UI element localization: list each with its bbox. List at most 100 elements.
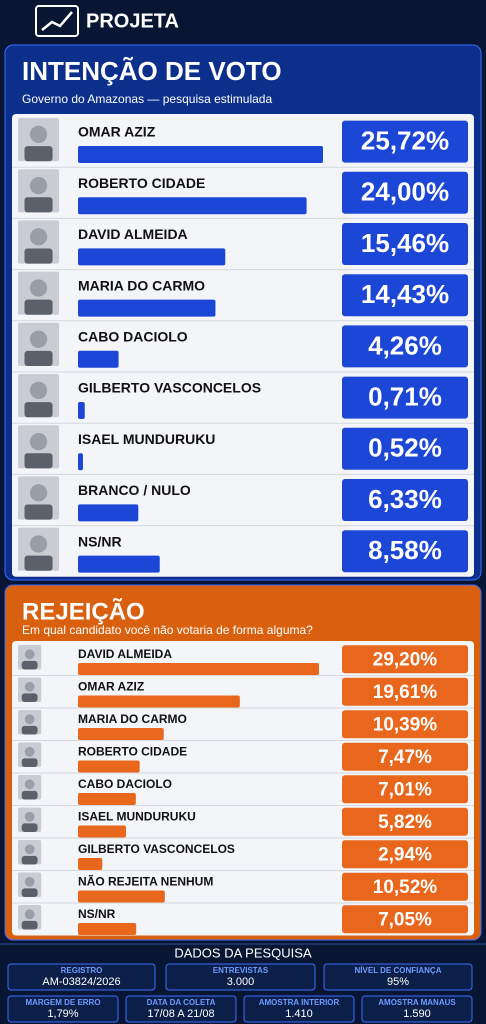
photo-head <box>24 844 35 855</box>
photo-head <box>29 176 48 195</box>
photo-head <box>29 381 48 400</box>
value-label: 6,33% <box>368 484 442 514</box>
bar <box>78 555 160 573</box>
value-box <box>342 479 468 521</box>
value-label: 25,72% <box>361 125 449 155</box>
chart-subtitle: Em qual candidato você não votaria de fo… <box>22 623 313 637</box>
photo-body <box>24 299 53 315</box>
photo-head <box>24 681 35 692</box>
candidate-name: GILBERTO VASCONCELOS <box>78 380 261 396</box>
info-label: ENTREVISTAS <box>213 966 269 975</box>
bar <box>78 825 127 838</box>
candidate-name: NÃO REJEITA NENHUM <box>78 874 213 889</box>
chart-title: REJEIÇÃO <box>22 597 145 625</box>
value-label: 8,58% <box>368 535 442 565</box>
photo-body <box>21 725 38 735</box>
value-box <box>342 840 468 869</box>
value-box <box>342 905 468 934</box>
value-box <box>342 530 468 573</box>
photo-body <box>21 888 38 897</box>
bar <box>78 760 140 773</box>
candidate-name: NS/NR <box>78 533 122 549</box>
bar <box>78 728 164 740</box>
photo-body <box>24 146 53 162</box>
value-label: 7,47% <box>378 747 432 768</box>
photo-head <box>24 811 35 822</box>
value-label: 10,39% <box>373 714 438 735</box>
value-box <box>342 677 468 706</box>
value-box <box>342 872 468 901</box>
photo-head <box>24 909 35 920</box>
bar <box>78 695 240 708</box>
photo-body <box>21 758 38 767</box>
candidate-name: CABO DACIOLO <box>78 777 172 791</box>
bar <box>78 402 85 419</box>
photo-body <box>24 555 53 571</box>
info-label: REGISTRO <box>61 966 103 975</box>
bar <box>78 453 83 471</box>
candidate-name: MARIA DO CARMO <box>78 277 205 293</box>
info-value: AM-03824/2026 <box>42 976 120 988</box>
photo-body <box>24 504 53 520</box>
bar <box>78 350 119 368</box>
value-box <box>342 807 468 836</box>
info-value: 1,79% <box>47 1008 78 1020</box>
brand: PROJETA <box>86 10 179 32</box>
value-box <box>342 710 468 739</box>
value-label: 0,52% <box>368 433 442 463</box>
info-label: MARGEM DE ERRO <box>25 998 100 1007</box>
photo-body <box>21 693 38 702</box>
photo-body <box>24 402 53 418</box>
photo-head <box>29 228 48 246</box>
candidate-name: NS/NR <box>78 907 116 921</box>
footer-title: DADOS DA PESQUISA <box>174 945 312 960</box>
value-label: 5,82% <box>378 812 432 833</box>
info-label: AMOSTRA INTERIOR <box>259 998 340 1007</box>
value-box <box>342 274 468 317</box>
value-box <box>342 120 468 163</box>
info-label: AMOSTRA MANAUS <box>378 998 456 1007</box>
photo-head <box>29 535 48 553</box>
candidate-name: OMAR AZIZ <box>78 124 156 140</box>
info-box <box>243 995 355 1023</box>
photo-head <box>29 484 48 502</box>
candidate-name: GILBERTO VASCONCELOS <box>78 842 235 856</box>
candidate-name: OMAR AZIZ <box>78 680 144 694</box>
bar <box>78 663 319 675</box>
photo-head <box>29 432 48 451</box>
value-label: 10,52% <box>373 877 438 898</box>
logo-line <box>41 11 73 31</box>
value-label: 24,00% <box>361 177 449 207</box>
bar <box>78 197 307 215</box>
photo-body <box>24 197 53 213</box>
bar <box>78 793 136 805</box>
value-label: 29,20% <box>373 649 438 670</box>
bar <box>78 923 137 935</box>
value-box <box>342 325 468 368</box>
bar <box>78 890 165 903</box>
photo-head <box>29 279 48 297</box>
candidate-name: DAVID ALMEIDA <box>78 226 188 242</box>
candidate-name: BRANCO / NULO <box>78 482 191 498</box>
chart-subtitle: Governo do Amazonas — pesquisa estimulad… <box>22 92 272 106</box>
photo-head <box>24 876 35 887</box>
value-box <box>342 775 468 804</box>
candidate-name: ISAEL MUNDURUKU <box>78 810 196 824</box>
bar <box>78 146 323 163</box>
candidate-name: MARIA DO CARMO <box>78 712 187 726</box>
value-box <box>342 171 468 214</box>
photo-head <box>24 649 35 660</box>
info-box <box>125 995 237 1023</box>
info-value: 95% <box>387 976 409 988</box>
photo-body <box>21 790 38 800</box>
value-label: 15,46% <box>361 228 449 258</box>
photo-body <box>21 920 38 930</box>
value-label: 7,05% <box>378 909 432 930</box>
value-box <box>342 376 468 419</box>
candidate-name: CABO DACIOLO <box>78 329 188 345</box>
value-label: 7,01% <box>378 779 432 800</box>
info-box <box>7 963 156 991</box>
info-label: NÍVEL DE CONFIANÇA <box>355 966 442 975</box>
value-label: 4,26% <box>368 330 442 360</box>
